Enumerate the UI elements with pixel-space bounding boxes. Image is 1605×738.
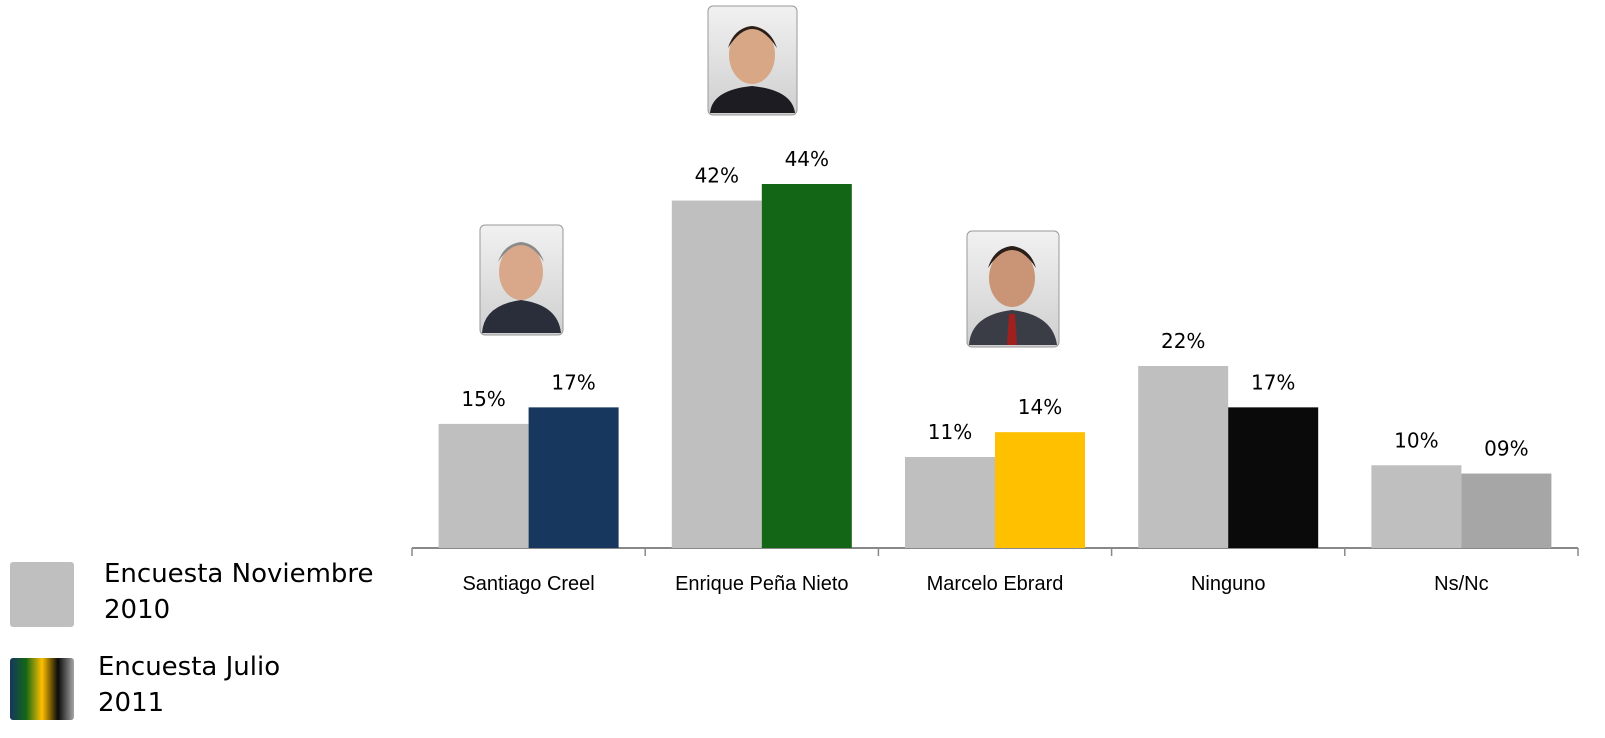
bar (1461, 473, 1552, 548)
value-label: 10% (1394, 428, 1438, 452)
photo (966, 230, 1060, 348)
legend-swatch (10, 562, 74, 627)
bar (1228, 407, 1319, 548)
bar (761, 184, 852, 548)
bar (671, 200, 762, 548)
value-label: 14% (1018, 395, 1062, 419)
legend-label: Encuesta Noviembre 2010 (104, 559, 374, 625)
value-label: 11% (928, 420, 972, 444)
value-label: 17% (551, 370, 595, 394)
value-label: 22% (1161, 329, 1205, 353)
x-tick-label: Enrique Peña Nieto (675, 573, 848, 595)
bar (1138, 366, 1229, 548)
x-tick-label: Marcelo Ebrard (927, 573, 1064, 595)
value-label: 44% (785, 147, 829, 171)
bar (438, 423, 529, 548)
legend-swatch (10, 658, 74, 720)
photo (479, 224, 564, 336)
x-tick-label: Santiago Creel (462, 573, 594, 595)
bar (1371, 465, 1462, 548)
value-label: 09% (1484, 437, 1528, 461)
bar (905, 457, 995, 548)
value-label: 15% (461, 387, 505, 411)
bar (995, 432, 1085, 548)
value-label: 17% (1251, 370, 1295, 394)
bar (528, 407, 619, 548)
value-label: 42% (695, 164, 739, 188)
photo (707, 5, 798, 116)
legend-label: Encuesta Julio 2011 (98, 652, 281, 718)
x-tick-label: Ns/Nc (1434, 573, 1488, 595)
x-tick-label: Ninguno (1191, 573, 1266, 595)
